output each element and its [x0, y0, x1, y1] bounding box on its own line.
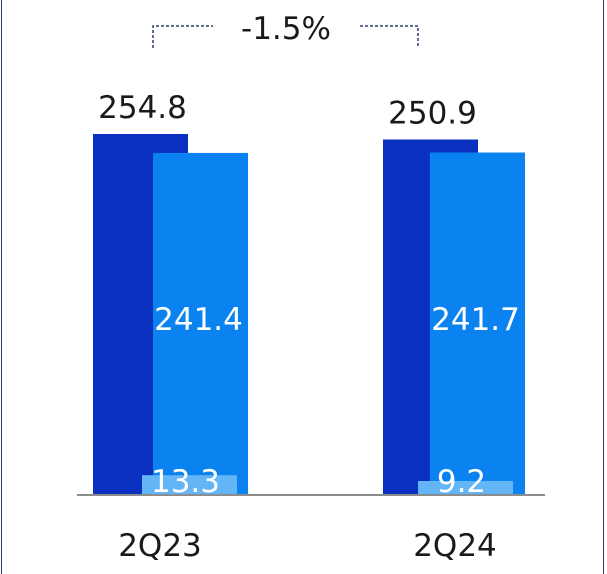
low-label-0: 13.3	[151, 464, 220, 500]
mid-bar-1	[430, 152, 525, 494]
low-bar-1	[418, 481, 513, 494]
change-label: -1.5%	[241, 11, 331, 47]
total-label-1: 250.9	[388, 96, 477, 132]
change-bracket	[152, 25, 419, 48]
category-label-0: 2Q23	[118, 528, 202, 564]
mid-bar-0	[153, 152, 248, 494]
low-bar-0	[142, 475, 237, 494]
low-label-1: 9.2	[437, 464, 486, 500]
mid-label-1: 241.7	[431, 302, 520, 338]
total-label-0: 254.8	[98, 90, 187, 126]
category-label-1: 2Q24	[413, 528, 497, 564]
mid-label-0: 241.4	[154, 302, 243, 338]
